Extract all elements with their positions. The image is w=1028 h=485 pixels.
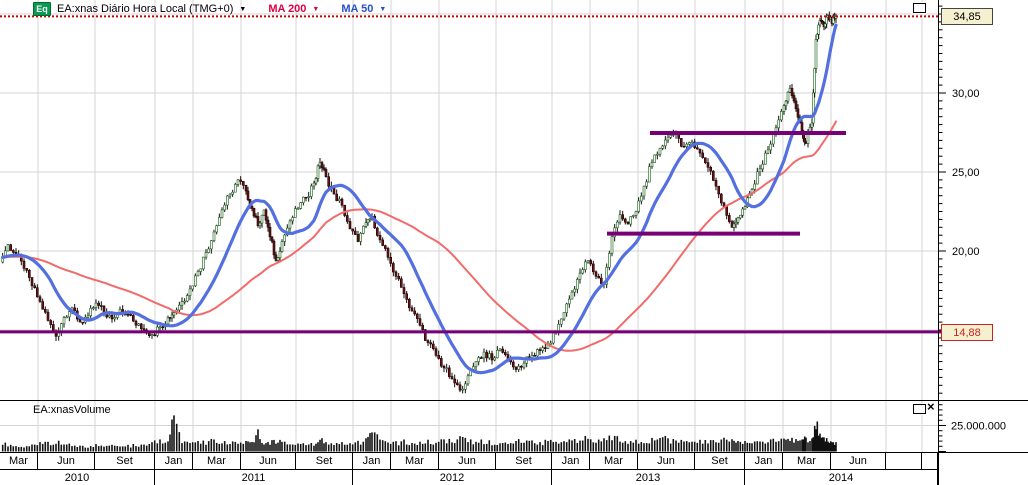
time-axis[interactable]: Mar Jun Set Jan Mar Jun Set Jan Mar Jun Set Jan Mar J… xyxy=(0,452,1028,485)
last-price-box: 34,85 xyxy=(941,8,993,25)
month-cell: Jan xyxy=(552,453,590,469)
month-cell: Mar xyxy=(590,453,638,469)
month-cell: Jun xyxy=(831,453,886,469)
year-cell: 2013 xyxy=(552,470,745,485)
months-row: Mar Jun Set Jan Mar Jun Set Jan Mar Jun Set Jan Mar J… xyxy=(0,453,938,469)
month-cell: Jan xyxy=(353,453,391,469)
month-cell: Mar xyxy=(783,453,831,469)
month-cell: Jun xyxy=(638,453,695,469)
axis-corner xyxy=(938,453,1028,485)
chevron-down-icon[interactable]: ▼ xyxy=(379,6,387,13)
maximize-icon[interactable] xyxy=(913,3,926,13)
volume-axis-label: 25.000.000 xyxy=(951,421,1006,433)
month-cell: Set xyxy=(296,453,353,469)
price-tick-label: 20,00 xyxy=(952,246,980,258)
years-row: 2010 2011 2012 2013 2014 xyxy=(0,470,938,485)
volume-label: EA:xnasVolume xyxy=(33,404,111,416)
month-cell: Jun xyxy=(439,453,496,469)
year-cell: 2010 xyxy=(0,470,155,485)
month-cell xyxy=(922,453,938,469)
price-axis-ticks: 30,00 25,00 20,00 xyxy=(939,5,980,394)
ma50-label[interactable]: MA 50 xyxy=(341,2,374,15)
close-icon[interactable]: × xyxy=(927,399,935,414)
month-cell: Mar xyxy=(0,453,38,469)
month-cell: Mar xyxy=(391,453,439,469)
month-cell xyxy=(886,453,922,469)
month-cell: Set xyxy=(95,453,155,469)
instrument-title[interactable]: EA:xnas Diário Hora Local (TMG+0) xyxy=(57,2,234,15)
price-tick-label: 25,00 xyxy=(952,167,980,179)
volume-panel[interactable]: EA:xnasVolume × xyxy=(0,399,938,452)
volume-axis-ticks: 25.000.000 xyxy=(939,404,1006,452)
month-cell: Jan xyxy=(745,453,783,469)
year-cell: 2011 xyxy=(155,470,353,485)
equity-badge: Eq xyxy=(33,1,51,16)
chevron-down-icon[interactable]: ▼ xyxy=(239,6,247,13)
candlestick-chart[interactable] xyxy=(0,0,938,400)
panel-divider xyxy=(0,400,1028,401)
month-cell: Jun xyxy=(38,453,95,469)
ma200-label[interactable]: MA 200 xyxy=(268,2,307,15)
instrument-header: Eq EA:xnas Diário Hora Local (TMG+0) ▼ M… xyxy=(33,1,387,16)
price-tick-label: 30,00 xyxy=(952,88,980,100)
volume-chart[interactable] xyxy=(0,401,938,452)
chevron-down-icon[interactable]: ▼ xyxy=(312,6,320,13)
maximize-icon[interactable] xyxy=(913,404,926,414)
month-cell: Jun xyxy=(241,453,296,469)
price-axis[interactable]: 30,00 25,00 20,00 34,85 14,88 xyxy=(938,0,1028,400)
month-cell: Mar xyxy=(193,453,241,469)
main-chart-plot[interactable] xyxy=(0,0,938,400)
month-cell: Set xyxy=(695,453,745,469)
month-cell: Set xyxy=(496,453,552,469)
year-cell: 2014 xyxy=(745,470,938,485)
level-price-box: 14,88 xyxy=(941,324,993,341)
month-cell: Jan xyxy=(155,453,193,469)
volume-axis[interactable]: 25.000.000 xyxy=(938,401,1028,452)
year-cell: 2012 xyxy=(353,470,552,485)
